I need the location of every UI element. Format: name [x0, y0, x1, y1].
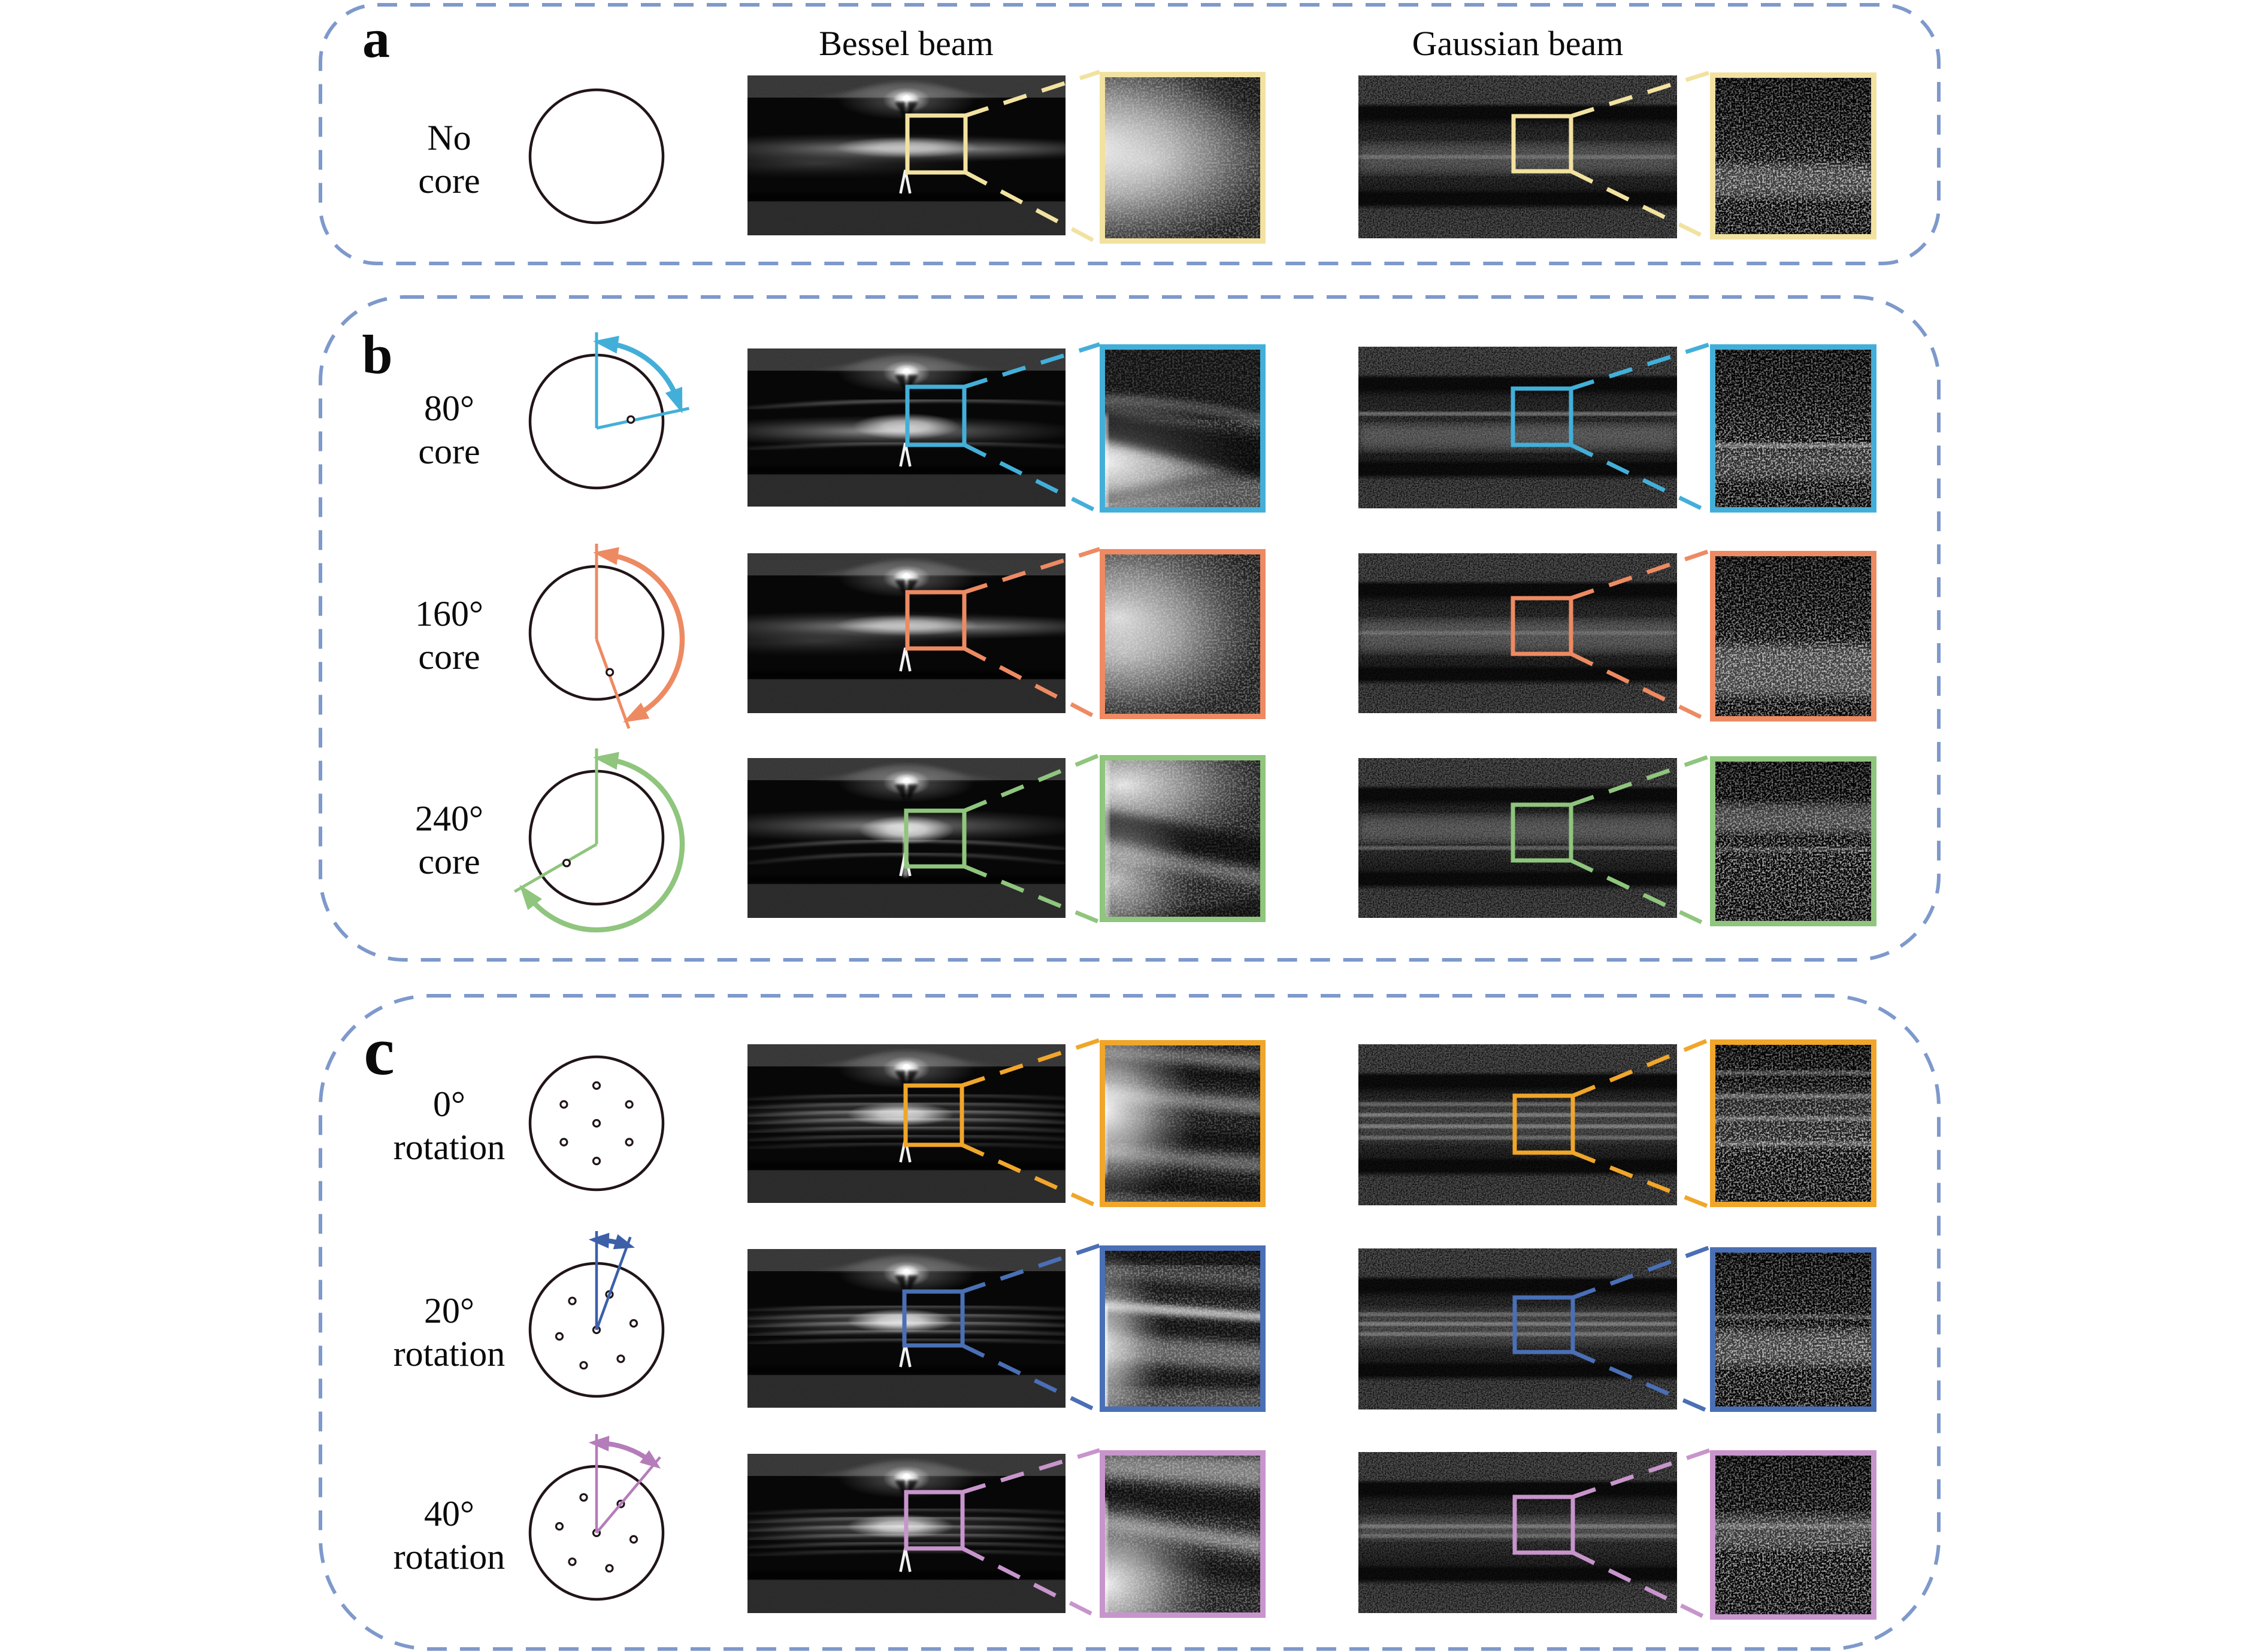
svg-text:b: b	[362, 324, 392, 385]
svg-text:core: core	[418, 637, 480, 677]
svg-text:rotation: rotation	[394, 1334, 506, 1374]
svg-text:Gaussian beam: Gaussian beam	[1412, 24, 1624, 63]
svg-text:core: core	[418, 842, 480, 881]
svg-text:20°: 20°	[424, 1291, 474, 1330]
svg-text:80°: 80°	[424, 389, 474, 428]
svg-text:0°: 0°	[433, 1084, 465, 1124]
svg-text:Bessel beam: Bessel beam	[819, 24, 994, 63]
svg-text:40°: 40°	[424, 1494, 474, 1533]
svg-text:160°: 160°	[415, 594, 483, 633]
svg-text:No: No	[427, 118, 471, 157]
svg-text:a: a	[362, 8, 390, 69]
svg-text:c: c	[364, 1013, 395, 1090]
svg-text:core: core	[418, 161, 480, 201]
svg-text:core: core	[418, 432, 480, 471]
svg-text:rotation: rotation	[394, 1127, 506, 1167]
svg-text:240°: 240°	[415, 799, 483, 838]
svg-text:rotation: rotation	[394, 1537, 506, 1577]
